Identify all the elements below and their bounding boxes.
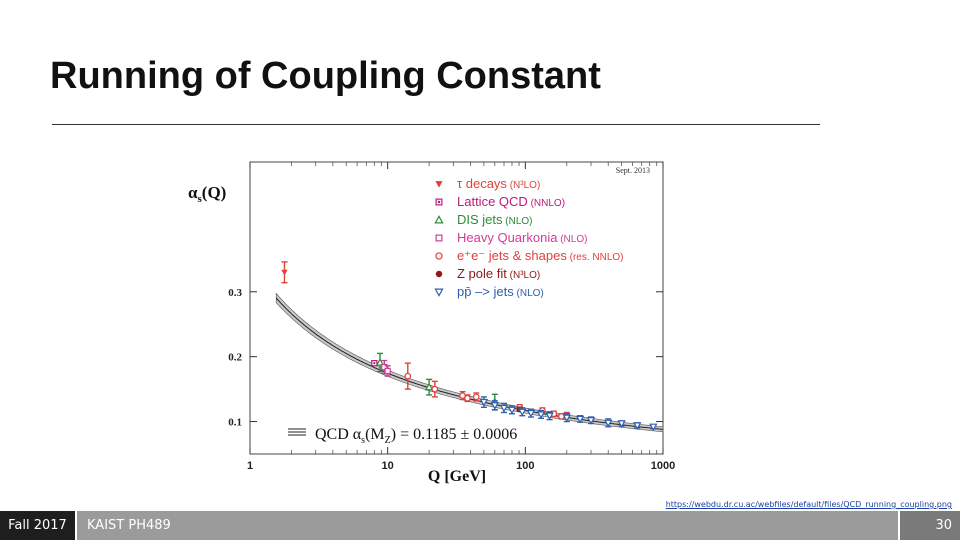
x-tick-label: 10 [382,460,394,472]
series-3 [381,359,391,377]
chart-date-label: Sept. 2013 [616,166,650,175]
y-tick-label: 0.3 [228,287,242,299]
legend-label: Z pole fit (N³LO) [457,266,540,281]
data-point [649,423,658,432]
data-point [603,419,613,428]
alpha-s-running-chart: Sept. 2013 αs(Q) Q [GeV] 1 10 100 1000 0.1 0.… [188,161,675,485]
data-point [381,363,388,371]
y-axis-label: αs(Q) [188,183,226,205]
data-point [562,414,571,423]
band-legend: QCD αs(MZ) = 0.1185 ± 0.0006 [288,426,517,446]
data-point [479,398,489,407]
legend-item: τ decays (N³LO) [435,176,540,191]
legend-label: DIS jets (NLO) [457,212,533,227]
data-point-dot [373,362,376,365]
series-1 [371,359,378,367]
data-point [424,382,434,391]
band-legend-label: QCD αs(MZ) = 0.1185 ± 0.0006 [315,426,517,446]
data-point [375,358,385,366]
data-point [526,409,536,418]
footer-term: Fall 2017 [0,511,75,540]
data-point [518,408,527,417]
data-point [464,394,471,402]
data-point [490,402,500,410]
data-point [545,412,554,421]
legend-label: τ decays (N³LO) [457,176,540,191]
legend-marker [434,288,444,297]
y-tick-label: 0.2 [228,352,242,364]
data-point [404,372,412,380]
footer-course: KAIST PH489 [77,511,898,540]
data-point [384,367,391,375]
legend-item: Heavy Quarkonia (NLO) [435,230,587,245]
title-divider [52,124,820,125]
x-tick-label: 1 [247,460,253,472]
legend-label: pp̄ –> jets (NLO) [457,284,544,299]
x-tick-label: 100 [516,460,534,472]
legend-item: Z pole fit (N³LO) [435,266,540,281]
data-point [558,413,565,420]
legend-item: pp̄ –> jets (NLO) [434,284,544,299]
legend-label: Heavy Quarkonia (NLO) [457,230,587,245]
footer-bar: Fall 2017 KAIST PH489 30 [0,511,960,540]
legend-marker-dot [437,200,441,204]
data-point [472,393,480,401]
y-tick-label: 0.1 [228,417,242,429]
data-point [281,269,288,276]
legend: τ decays (N³LO) Lattice QCD (NNLO) DIS jet… [434,176,624,299]
legend-item: Lattice QCD (NNLO) [435,194,565,209]
series-0 [281,261,288,284]
axis-ticks: 1 10 100 1000 0.1 0.2 0.3 [228,162,675,472]
footer-page-number: 30 [900,511,960,540]
legend-label: Lattice QCD (NNLO) [457,194,565,209]
legend-label: e⁺e⁻ jets & shapes (res. NNLO) [457,248,624,263]
x-axis-label: Q [GeV] [428,468,486,485]
data-point [431,385,439,393]
data-point [499,404,509,413]
data-points [281,261,658,432]
slide-title: Running of Coupling Constant [50,55,601,97]
plot-frame [249,161,664,455]
series-6 [479,396,658,432]
legend-item: DIS jets (NLO) [434,212,533,227]
image-source-link[interactable]: https://webdu.dr.cu.ac/webfiles/default/… [665,500,952,509]
data-point [617,420,626,428]
data-point [507,406,517,415]
legend-marker [435,181,443,188]
legend-marker [434,215,444,224]
legend-marker [435,252,443,260]
data-point [586,417,596,425]
legend-marker [435,234,443,242]
x-tick-label: 1000 [651,460,675,472]
data-point [575,415,585,424]
data-point [536,411,546,419]
legend-item: e⁺e⁻ jets & shapes (res. NNLO) [435,248,624,263]
data-point [633,422,642,430]
legend-marker [435,270,443,278]
